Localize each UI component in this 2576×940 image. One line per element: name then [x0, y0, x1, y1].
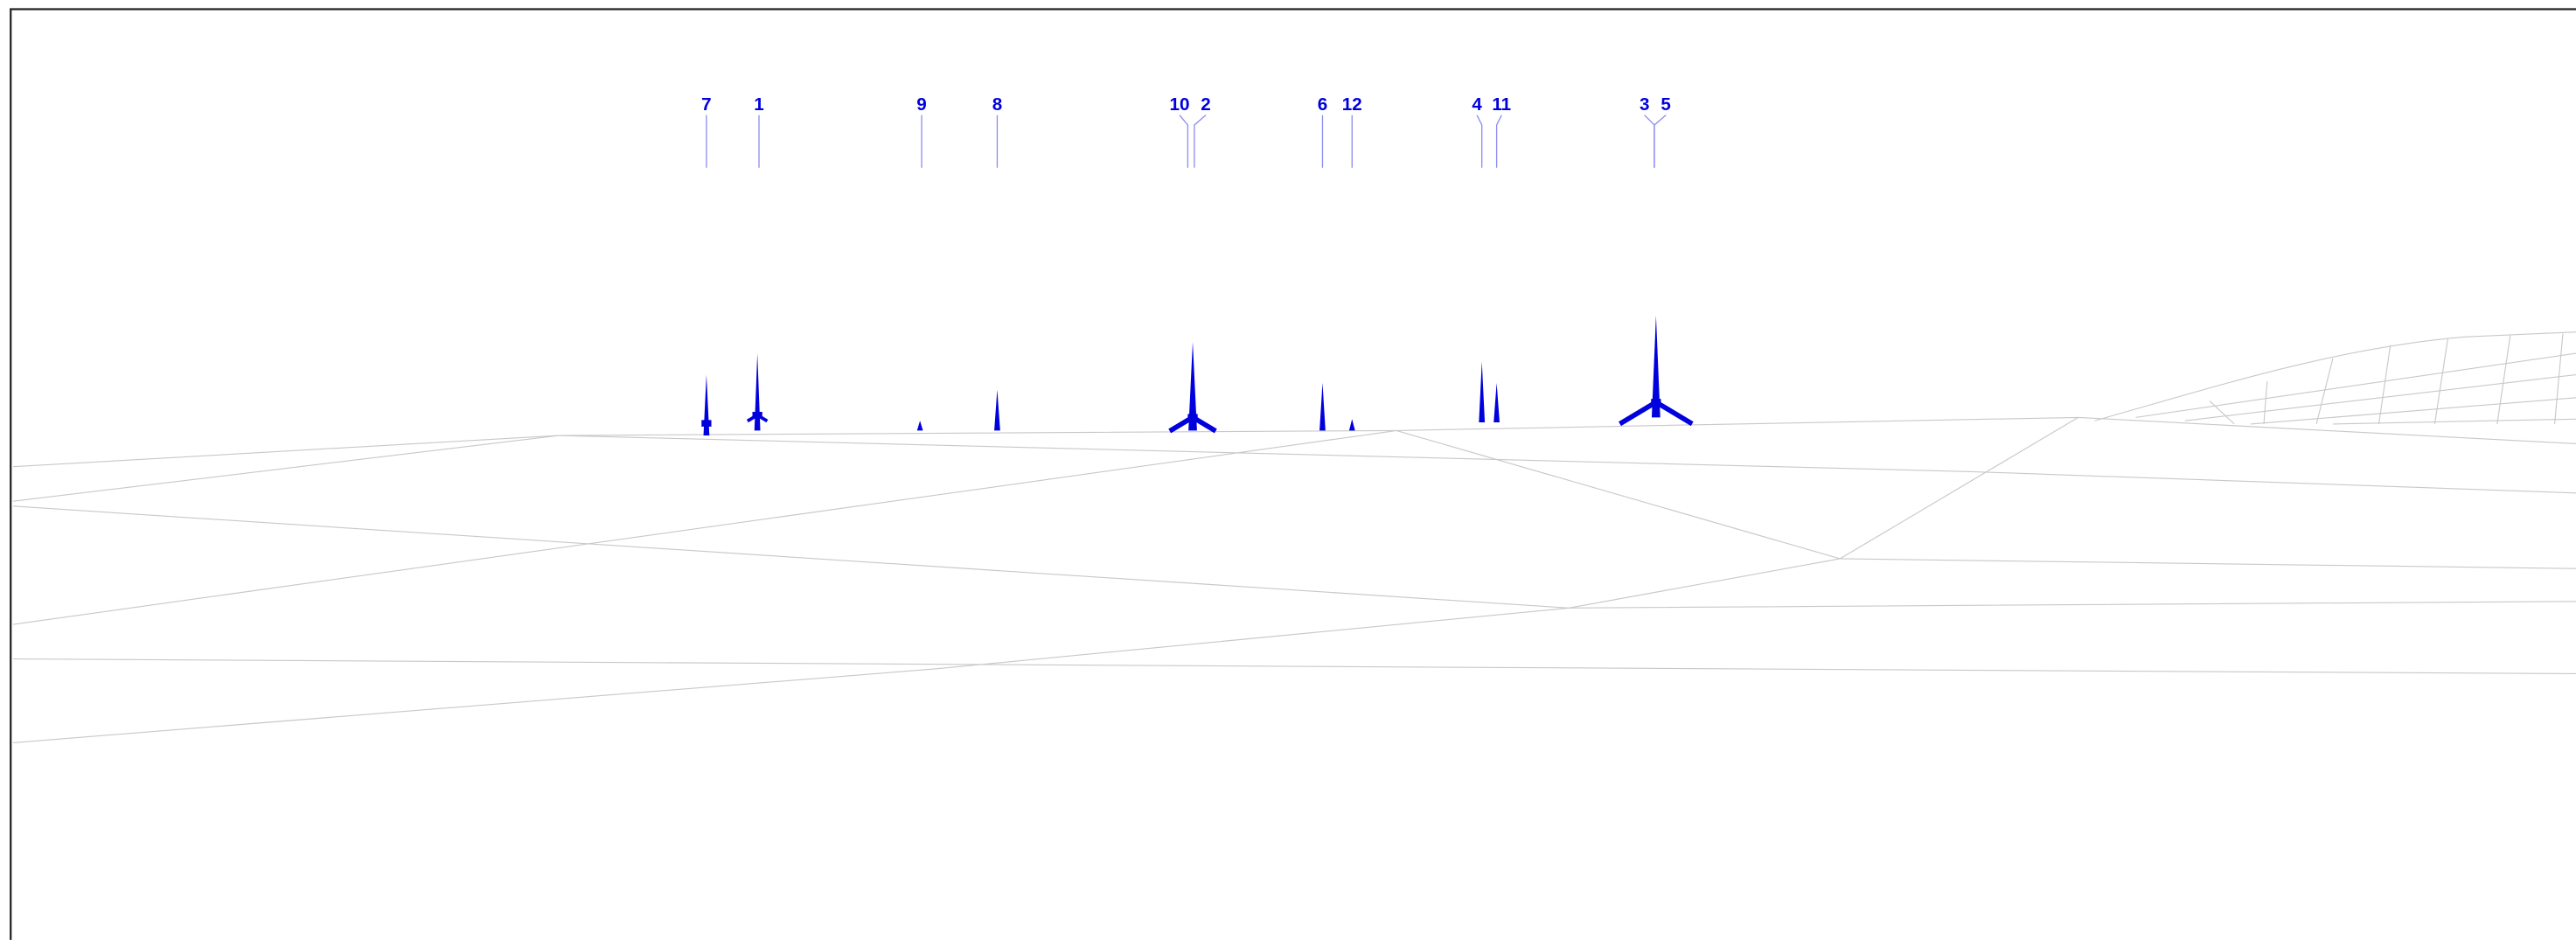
frame: [10, 8, 2576, 940]
turbine-hub: [752, 411, 762, 419]
turbines: [701, 315, 1694, 436]
turbine-label: 5: [1660, 94, 1671, 115]
turbine-tower: [1319, 382, 1326, 431]
mesh-line: [12, 435, 559, 502]
turbine-label: 10: [1170, 94, 1190, 115]
turbine-label: 8: [992, 94, 1003, 115]
terrain-wireframe: [12, 331, 2576, 743]
turbine-label: 9: [916, 94, 927, 115]
label-leader: [1179, 115, 1189, 168]
mesh-line: [12, 429, 1397, 625]
mesh-line: [1840, 558, 2576, 569]
turbine-label: 6: [1318, 94, 1328, 115]
turbine-blades: [1619, 400, 1694, 427]
mesh-line: [1839, 416, 2079, 560]
turbine-label: 12: [1342, 94, 1362, 115]
mesh-line: [12, 558, 1841, 743]
label-leader: [1654, 115, 1667, 168]
hill-mesh: [2209, 333, 2564, 425]
hill-mesh: [2135, 352, 2576, 425]
turbine-tower: [916, 421, 923, 431]
turbine-hub: [701, 420, 712, 427]
mesh-line: [13, 658, 2576, 675]
turbine-label: 2: [1201, 94, 1211, 115]
turbine-label: 3: [1640, 94, 1650, 115]
label-leader: [1194, 115, 1207, 168]
turbine-label: 1: [754, 94, 764, 115]
turbine-label: 7: [701, 94, 712, 115]
turbine-tower: [754, 353, 761, 431]
turbine-tower: [994, 389, 1000, 431]
turbine-hub: [1651, 399, 1661, 406]
hill-ridge: [2094, 331, 2576, 421]
turbine-tower: [1188, 341, 1197, 431]
turbine-tower: [1493, 382, 1500, 423]
turbine-label: 11: [1492, 94, 1511, 115]
mesh-line: [1396, 429, 1841, 560]
turbine-labels: 7 1 9 8 10 2 6 12 4 11 3 5: [701, 94, 1671, 168]
turbine-label: 4: [1472, 94, 1482, 115]
turbine-tower: [1651, 315, 1660, 418]
turbine-tower: [1479, 361, 1486, 423]
turbine-hub: [1187, 414, 1198, 421]
turbine-tower: [1348, 419, 1355, 431]
mesh-line: [558, 435, 2576, 494]
label-leader: [1476, 115, 1483, 168]
label-leader: [1495, 115, 1502, 168]
